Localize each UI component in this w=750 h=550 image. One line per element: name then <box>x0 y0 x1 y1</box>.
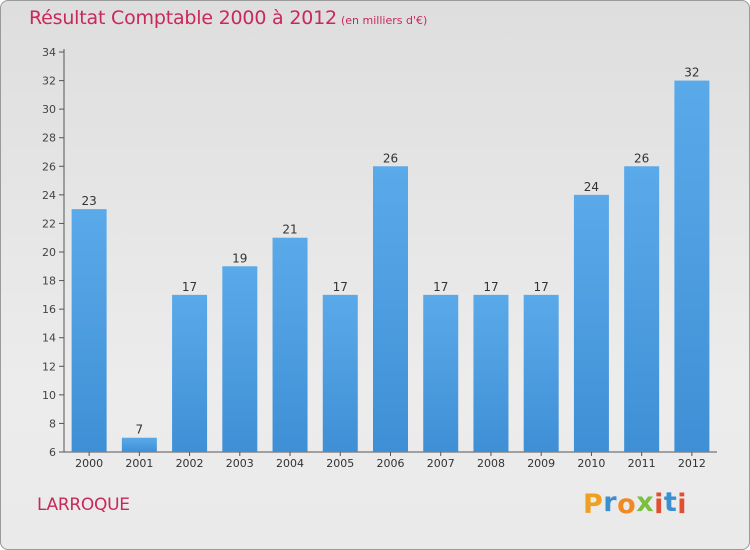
x-tick-label: 2004 <box>276 457 304 470</box>
bar-2002 <box>172 294 208 452</box>
bar-2010 <box>573 194 609 452</box>
data-label-2007: 17 <box>433 280 448 294</box>
logo-letter: x <box>636 487 655 518</box>
y-tick-label: 24 <box>42 189 56 202</box>
proxiti-logo: Proxiti <box>583 487 688 520</box>
x-tick-label: 2011 <box>628 457 656 470</box>
y-tick-label: 8 <box>49 417 56 430</box>
data-label-2011: 26 <box>634 151 649 165</box>
data-label-2002: 17 <box>182 280 197 294</box>
bar-2001 <box>121 437 157 452</box>
y-tick-label: 10 <box>42 389 56 402</box>
x-tick-label: 2009 <box>527 457 555 470</box>
data-label-2005: 17 <box>333 280 348 294</box>
y-tick-label: 18 <box>42 275 56 288</box>
x-tick-label: 2001 <box>125 457 153 470</box>
bar-2009 <box>523 294 559 452</box>
x-tick-label: 2008 <box>477 457 505 470</box>
data-label-2001: 7 <box>136 423 144 437</box>
bar-2000 <box>71 209 107 452</box>
x-tick-label: 2010 <box>577 457 605 470</box>
data-label-2009: 17 <box>534 280 549 294</box>
logo-letter: r <box>603 487 618 518</box>
y-tick-label: 28 <box>42 132 56 145</box>
bar-2011 <box>624 166 660 453</box>
bar-2008 <box>473 294 509 452</box>
bar-2005 <box>322 294 358 452</box>
bar-2004 <box>272 237 308 452</box>
data-label-2010: 24 <box>584 180 599 194</box>
x-tick-label: 2006 <box>377 457 405 470</box>
y-tick-label: 32 <box>42 75 56 88</box>
y-tick-label: 6 <box>49 446 56 459</box>
x-tick-label: 2000 <box>75 457 103 470</box>
logo-letter: i <box>654 489 664 520</box>
bar-2003 <box>222 266 258 452</box>
y-tick-label: 12 <box>42 360 56 373</box>
y-tick-label: 22 <box>42 217 56 230</box>
x-tick-label: 2012 <box>678 457 706 470</box>
data-label-2008: 17 <box>483 280 498 294</box>
logo-letter: i <box>677 489 688 520</box>
data-label-2012: 32 <box>684 66 699 80</box>
logo-letter: o <box>617 489 637 520</box>
bar-2006 <box>373 166 408 453</box>
logo-letter: t <box>663 487 678 518</box>
chart-subtitle: (en milliers d'€) <box>341 14 428 27</box>
y-tick-label: 30 <box>42 103 56 116</box>
x-tick-label: 2005 <box>326 457 354 470</box>
y-tick-label: 14 <box>42 332 56 345</box>
bar-2007 <box>423 294 459 452</box>
data-label-2000: 23 <box>81 194 96 208</box>
x-tick-label: 2007 <box>427 457 455 470</box>
x-tick-label: 2003 <box>226 457 254 470</box>
data-label-2006: 26 <box>383 151 398 165</box>
data-label-2003: 19 <box>232 251 247 265</box>
bar-2012 <box>674 80 710 453</box>
y-tick-label: 20 <box>42 246 56 259</box>
y-tick-label: 16 <box>42 303 56 316</box>
commune-name: LARROQUE <box>37 495 130 515</box>
x-tick-label: 2002 <box>176 457 204 470</box>
logo-letter: P <box>583 489 604 520</box>
data-label-2004: 21 <box>282 223 297 237</box>
y-tick-label: 26 <box>42 160 56 173</box>
chart-title: Résultat Comptable 2000 à 2012 <box>29 7 337 29</box>
y-tick-label: 34 <box>42 46 56 59</box>
